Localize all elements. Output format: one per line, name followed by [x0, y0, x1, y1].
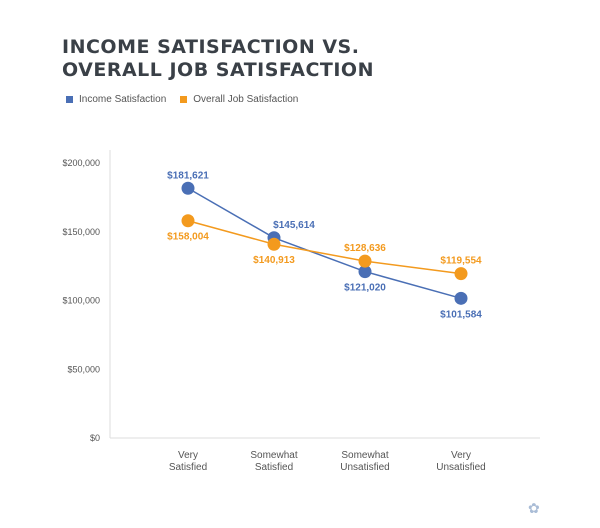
x-tick-label: Unsatisfied [340, 462, 389, 473]
data-label: $119,554 [440, 256, 482, 267]
legend-label-income: Income Satisfaction [79, 94, 167, 105]
data-point [454, 291, 468, 305]
series-line-0 [187, 187, 462, 300]
legend-item-job: Overall Job Satisfaction [180, 94, 298, 105]
y-tick-label: $50,000 [67, 364, 100, 374]
data-label: $121,020 [344, 283, 386, 294]
series-line-1 [187, 220, 462, 275]
y-tick-label: $100,000 [62, 296, 100, 306]
data-label: $140,913 [253, 255, 295, 266]
data-label: $128,636 [344, 243, 386, 254]
data-label: $101,584 [440, 309, 482, 320]
data-label: $145,614 [273, 220, 315, 231]
x-tick-label: Unsatisfied [436, 462, 485, 473]
legend-swatch-job [180, 96, 188, 103]
y-tick-label: $200,000 [62, 158, 100, 168]
x-tick-label: Very [178, 450, 198, 461]
legend-label-job: Overall Job Satisfaction [193, 94, 299, 105]
x-tick-label: Somewhat [341, 450, 388, 461]
y-tick-label: $150,000 [62, 227, 100, 237]
data-label: $181,621 [167, 170, 209, 181]
watermark-logo: ✿ [528, 500, 586, 516]
data-label: $158,004 [167, 232, 209, 243]
title-line-2: OVERALL JOB SATISFACTION [62, 59, 374, 81]
x-tick-label: Satisfied [255, 462, 293, 473]
data-point [181, 181, 195, 195]
data-point [267, 237, 281, 251]
data-point [358, 265, 372, 279]
legend: Income Satisfaction Overall Job Satisfac… [66, 94, 298, 105]
chart-title: INCOME SATISFACTION VS. OVERALL JOB SATI… [62, 36, 374, 82]
legend-item-income: Income Satisfaction [66, 94, 166, 105]
x-tick-label: Satisfied [169, 462, 207, 473]
x-tick-label: Somewhat [250, 450, 297, 461]
y-tick-label: $0 [90, 433, 100, 443]
data-point [454, 267, 468, 281]
data-point [358, 254, 372, 268]
data-point [181, 214, 195, 228]
title-line-1: INCOME SATISFACTION VS. [62, 36, 360, 58]
legend-swatch-income [66, 96, 73, 103]
x-tick-label: Very [451, 450, 471, 461]
